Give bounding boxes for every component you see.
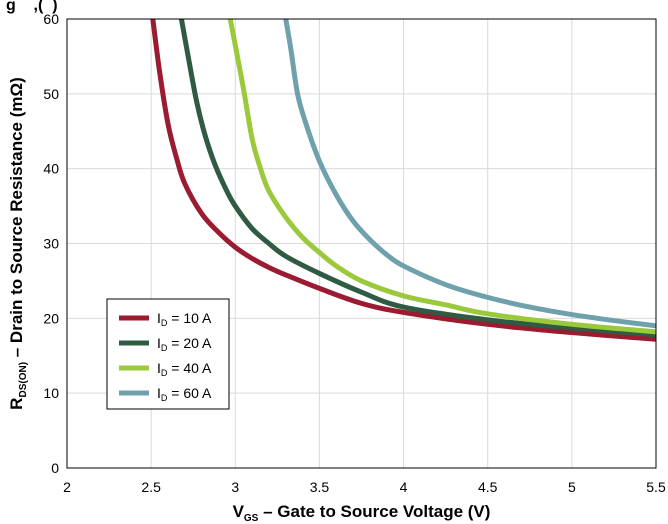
x-tick-label: 4 <box>400 479 408 495</box>
legend-label-4: ID = 60 A <box>157 385 212 403</box>
series-line-3 <box>227 18 657 335</box>
x-tick-label: 4.5 <box>478 479 498 495</box>
x-tick-label: 5 <box>568 479 576 495</box>
x-tick-label: 5.5 <box>646 479 666 495</box>
y-axis-title-rest: – Drain to Source Resistance (mΩ) <box>7 77 26 362</box>
tick-labels: 2 2.5 3 3.5 4 4.5 5 5.5 0 10 20 30 40 50 60 <box>43 11 666 495</box>
y-tick-label: 10 <box>43 385 59 401</box>
series-line-4 <box>283 18 657 329</box>
x-tick-label: 3.5 <box>310 479 330 495</box>
legend-label-1: ID = 10 A <box>157 310 212 328</box>
y-tick-label: 40 <box>43 161 59 177</box>
top-caption-fragment: g ,( ) <box>6 0 58 14</box>
x-tick-label: 3 <box>231 479 239 495</box>
y-tick-label: 0 <box>51 460 59 476</box>
y-tick-label: 30 <box>43 236 59 252</box>
y-tick-label: 20 <box>43 310 59 326</box>
x-tick-label: 2 <box>63 479 71 495</box>
legend: ID = 10 A ID = 20 A ID = 40 A ID = 60 A <box>106 298 230 410</box>
legend-label-2: ID = 20 A <box>157 335 212 353</box>
series-line-1 <box>150 18 657 342</box>
legend-label-3: ID = 40 A <box>157 360 212 378</box>
plot-area-frame <box>66 18 657 469</box>
y-axis-title-main: R <box>7 398 26 410</box>
series-line-2 <box>178 18 657 338</box>
y-tick-label: 50 <box>43 86 59 102</box>
y-tick-label: 60 <box>43 11 59 27</box>
x-tick-label: 2.5 <box>141 479 161 495</box>
x-axis-title-main: V <box>233 502 245 521</box>
y-axis-title-subscript: DS(ON) <box>18 362 29 398</box>
y-axis-title: RDS(ON) – Drain to Source Resistance (mΩ… <box>7 77 29 410</box>
x-axis-title-subscript: GS <box>244 513 259 524</box>
series-group <box>150 18 657 342</box>
x-axis-title: VGS – Gate to Source Voltage (V) <box>233 502 491 524</box>
x-axis-title-rest: – Gate to Source Voltage (V) <box>258 502 490 521</box>
